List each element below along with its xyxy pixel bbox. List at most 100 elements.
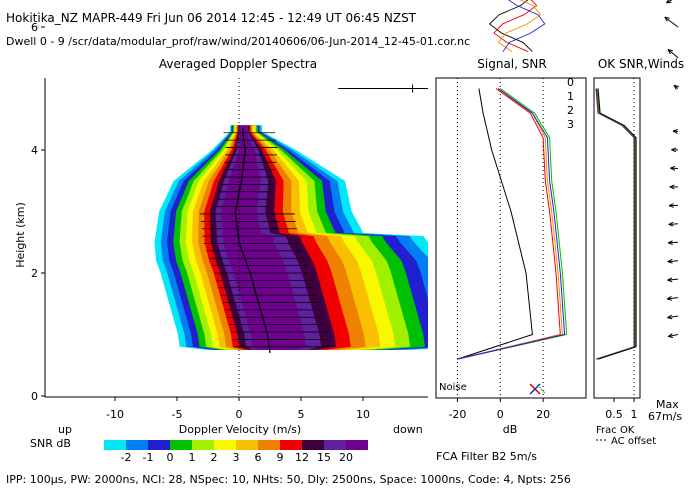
wind-arrowhead <box>667 279 673 283</box>
spectra-x-tick-label: 5 <box>298 408 305 421</box>
down-label: down <box>393 423 423 436</box>
signal-series-line <box>457 88 566 360</box>
snr-legend-tick: -2 <box>121 451 132 464</box>
snr-color-swatch <box>126 440 148 450</box>
snr-contour-band <box>221 125 307 350</box>
snr-legend-tick: 6 <box>255 451 262 464</box>
snr-legend-tick: 0 <box>167 451 174 464</box>
mean-velocity-profile <box>234 128 271 353</box>
signal-title: Signal, SNR <box>477 57 546 71</box>
up-label: up <box>58 423 72 436</box>
signal-series-line <box>457 88 533 360</box>
spectra-y-tick-label: 6 <box>31 21 38 34</box>
wind-arrowhead <box>667 49 674 52</box>
wind-vector <box>664 16 679 28</box>
signal-x-tick-label: -20 <box>448 408 466 421</box>
header-title: Hokitika_NZ MAPR-449 Fri Jun 06 2014 12:… <box>6 11 417 25</box>
snr-legend-tick: 2 <box>211 451 218 464</box>
wind-arrowhead <box>671 147 677 151</box>
wind-arrowhead <box>666 0 670 4</box>
wind-arrowhead <box>668 221 674 225</box>
wind-arrowhead <box>671 149 677 153</box>
snr-legend-tick: 9 <box>277 451 284 464</box>
wind-vector <box>667 260 679 263</box>
spectra-y-tick-label: 0 <box>31 390 38 403</box>
header-file-path: Dwell 0 - 9 /scr/data/modular_prof/raw/w… <box>6 35 470 48</box>
snr-legend-tick: 20 <box>339 451 353 464</box>
wind-vector <box>667 49 679 59</box>
wind-arrowhead <box>666 298 673 301</box>
wind-arrowhead <box>669 186 675 190</box>
wind-vector <box>666 0 673 4</box>
ac-offset-label: AC offset <box>611 436 656 447</box>
beam-label-1: 1 <box>567 90 574 103</box>
wind-arrowhead <box>668 223 674 227</box>
wind-arrowhead <box>666 295 672 300</box>
spectra-y-tick-label: 4 <box>31 144 38 157</box>
wind-vector <box>668 223 679 225</box>
signal-x-tick-label: 0 <box>497 408 504 421</box>
noise-cross-c <box>536 384 546 394</box>
snr-legend-tick: 15 <box>317 451 331 464</box>
noise-label: Noise <box>439 382 467 393</box>
wind-arrowhead <box>672 130 678 134</box>
snr-legend-tick: 12 <box>295 451 309 464</box>
wind-vector <box>668 334 679 337</box>
wind-arrowhead <box>667 258 673 263</box>
upper-signal-wiggle <box>497 0 542 52</box>
spectra-x-label: Doppler Velocity (m/s) <box>179 423 301 436</box>
wind-arrowhead <box>667 333 673 337</box>
wind-vector <box>667 278 679 281</box>
ok-title: OK SNR,Winds <box>598 57 684 71</box>
wind-arrowhead <box>667 242 673 246</box>
spectra-x-tick-label: -5 <box>172 408 183 421</box>
spectra-x-tick-label: 0 <box>236 408 243 421</box>
snr-color-swatch <box>170 440 192 450</box>
snr-color-swatch <box>280 440 302 450</box>
wind-arrowhead <box>670 165 676 169</box>
spectra-y-label: Height (km) <box>14 202 27 268</box>
signal-x-tick-label: 20 <box>536 408 550 421</box>
wind-arrowhead <box>668 203 674 207</box>
snr-color-bar <box>104 440 368 450</box>
filter-label: FCA Filter B2 5m/s <box>436 450 537 463</box>
wind-arrowhead <box>667 49 671 55</box>
beam-label-3: 3 <box>567 118 574 131</box>
wind-arrowhead <box>667 335 674 338</box>
spectra-y-tick-label: 2 <box>31 267 38 280</box>
spectra-x-tick-label: -10 <box>106 408 124 421</box>
snr-color-swatch <box>236 440 258 450</box>
snr-color-swatch <box>324 440 346 450</box>
signal-series-line <box>457 88 568 360</box>
acquisition-params: IPP: 100µs, PW: 2000ns, NCI: 28, NSpec: … <box>6 473 571 486</box>
wind-arrowhead <box>667 261 673 264</box>
wind-vector <box>667 297 679 300</box>
snr-legend-tick: -1 <box>143 451 154 464</box>
wind-arrowhead <box>673 84 679 88</box>
frac-ok-panel: 0.5 1 <box>593 77 641 421</box>
beam-label-0: 0 <box>567 76 574 89</box>
frac-ok-line <box>597 88 637 360</box>
wind-vector <box>668 241 679 244</box>
snr-color-swatch <box>192 440 214 450</box>
snr-color-swatch <box>302 440 324 450</box>
wind-arrowhead <box>667 277 673 281</box>
upper-signal-wiggle <box>502 0 546 52</box>
wind-barbs <box>664 0 679 338</box>
wind-arrowhead <box>667 314 672 319</box>
spectra-title: Averaged Doppler Spectra <box>159 57 317 71</box>
max-value: 67m/s <box>648 410 682 423</box>
signal-series-line <box>457 88 561 360</box>
wind-arrowhead <box>668 205 674 208</box>
wind-arrowhead <box>667 240 673 244</box>
wind-arrowhead <box>667 317 673 320</box>
wind-arrowhead <box>664 16 670 19</box>
wind-arrowhead <box>673 84 677 90</box>
beam-label-2: 2 <box>567 104 574 117</box>
snr-color-swatch <box>214 440 236 450</box>
wind-vector <box>667 315 679 319</box>
snr-color-swatch <box>148 440 170 450</box>
frac-ok-x-tick-label: 0.5 <box>605 408 623 421</box>
upper-signal-wiggle <box>488 0 533 52</box>
wind-arrowhead <box>672 129 679 132</box>
